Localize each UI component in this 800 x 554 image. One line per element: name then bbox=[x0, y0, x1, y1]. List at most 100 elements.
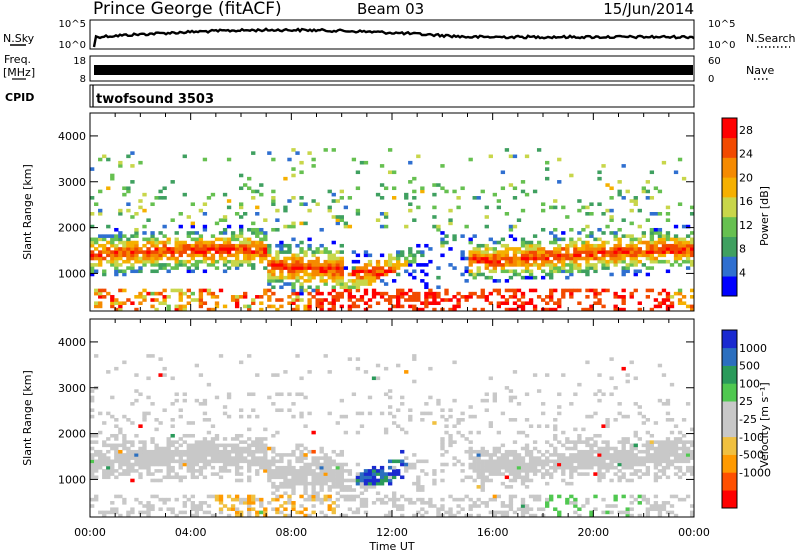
velocity-cell bbox=[669, 382, 675, 387]
power-cell bbox=[432, 307, 437, 312]
power-cell bbox=[138, 266, 143, 270]
power-cell bbox=[504, 250, 510, 254]
velocity-cell bbox=[122, 414, 127, 419]
velocity-cell bbox=[295, 459, 300, 464]
velocity-cell bbox=[255, 373, 260, 377]
power-cell bbox=[428, 291, 433, 296]
power-cell bbox=[367, 279, 373, 283]
velocity-cell bbox=[110, 433, 115, 438]
velocity-cell bbox=[130, 465, 135, 470]
power-cell bbox=[496, 253, 502, 258]
power-cell bbox=[500, 266, 506, 270]
velocity-cell bbox=[303, 507, 308, 512]
power-cell bbox=[271, 227, 276, 232]
power-cell bbox=[589, 247, 594, 251]
power-cell bbox=[279, 269, 284, 274]
velocity-cell bbox=[206, 459, 212, 464]
power-cell bbox=[355, 186, 361, 191]
velocity-cell bbox=[150, 354, 155, 358]
power-cell bbox=[589, 212, 594, 216]
velocity-cell bbox=[536, 494, 542, 499]
power-cell bbox=[545, 253, 550, 258]
power-cell bbox=[299, 170, 304, 175]
velocity-cell bbox=[577, 453, 582, 457]
power-cell bbox=[247, 256, 252, 261]
power-cell bbox=[549, 275, 554, 280]
power-cell bbox=[122, 272, 127, 277]
velocity-cell bbox=[142, 443, 147, 448]
power-cell bbox=[508, 154, 514, 159]
power-cell bbox=[226, 240, 232, 245]
power-cell bbox=[299, 221, 304, 226]
velocity-cell bbox=[150, 504, 155, 508]
velocity-cell bbox=[291, 478, 296, 483]
velocity-cell bbox=[383, 366, 389, 371]
power-cell bbox=[448, 307, 453, 312]
velocity-cell bbox=[585, 462, 590, 467]
velocity-cell bbox=[383, 475, 389, 480]
power-cell bbox=[347, 279, 353, 283]
power-cell bbox=[375, 291, 381, 296]
velocity-cell bbox=[182, 453, 187, 457]
power-cell bbox=[118, 250, 123, 254]
velocity-cell bbox=[94, 453, 99, 457]
power-cell bbox=[218, 250, 224, 254]
power-cell bbox=[102, 250, 107, 254]
power-cell bbox=[436, 301, 441, 306]
velocity-cell bbox=[166, 497, 171, 502]
power-cell bbox=[621, 250, 626, 254]
power-cell bbox=[520, 253, 526, 258]
velocity-cell bbox=[621, 459, 626, 464]
power-cell bbox=[198, 208, 204, 213]
velocity-cell bbox=[597, 472, 602, 476]
power-cell bbox=[186, 259, 191, 264]
power-cell bbox=[263, 291, 268, 296]
power-cell bbox=[295, 275, 300, 280]
velocity-cell bbox=[118, 456, 123, 460]
power-cell bbox=[214, 259, 220, 264]
velocity-cell bbox=[194, 398, 200, 403]
velocity-cell bbox=[126, 465, 131, 470]
velocity-cell bbox=[114, 494, 119, 499]
velocity-cell bbox=[299, 456, 304, 460]
power-cell bbox=[460, 250, 465, 254]
power-cell bbox=[476, 243, 481, 248]
power-cell bbox=[186, 215, 191, 219]
velocity-cell bbox=[170, 402, 175, 406]
power-cell bbox=[681, 237, 687, 242]
velocity-cell bbox=[146, 411, 151, 416]
power-cell bbox=[617, 180, 622, 184]
power-cell bbox=[182, 243, 187, 248]
power-cell bbox=[549, 298, 554, 302]
velocity-cell bbox=[287, 462, 292, 467]
power-cell bbox=[645, 272, 651, 277]
velocity-cell bbox=[625, 510, 630, 515]
velocity-cell bbox=[259, 459, 264, 464]
velocity-cell bbox=[460, 507, 465, 512]
power-cell bbox=[561, 266, 566, 270]
velocity-cell bbox=[508, 507, 514, 512]
power-cell bbox=[339, 275, 344, 280]
power-cell bbox=[536, 240, 542, 245]
power-cell bbox=[520, 243, 526, 248]
velocity-cell bbox=[387, 389, 393, 393]
power-cell bbox=[142, 237, 147, 242]
velocity-cell bbox=[158, 357, 163, 361]
power-cell bbox=[198, 304, 204, 309]
power-cell bbox=[528, 269, 534, 274]
power-cell bbox=[613, 307, 618, 312]
power-cell bbox=[649, 247, 655, 251]
velocity-cell bbox=[275, 507, 280, 512]
power-cell bbox=[689, 304, 695, 309]
power-cell bbox=[609, 259, 614, 264]
velocity-cell bbox=[387, 405, 393, 409]
velocity-cell bbox=[408, 501, 413, 505]
velocity-cell bbox=[198, 469, 204, 473]
power-cell bbox=[396, 272, 401, 277]
power-cell bbox=[367, 263, 373, 267]
velocity-cell bbox=[605, 453, 610, 457]
nsearch-tick-bottom: 10^0 bbox=[708, 40, 735, 51]
power-cell bbox=[472, 272, 477, 277]
velocity-cell bbox=[186, 456, 191, 460]
velocity-cell bbox=[468, 504, 473, 508]
